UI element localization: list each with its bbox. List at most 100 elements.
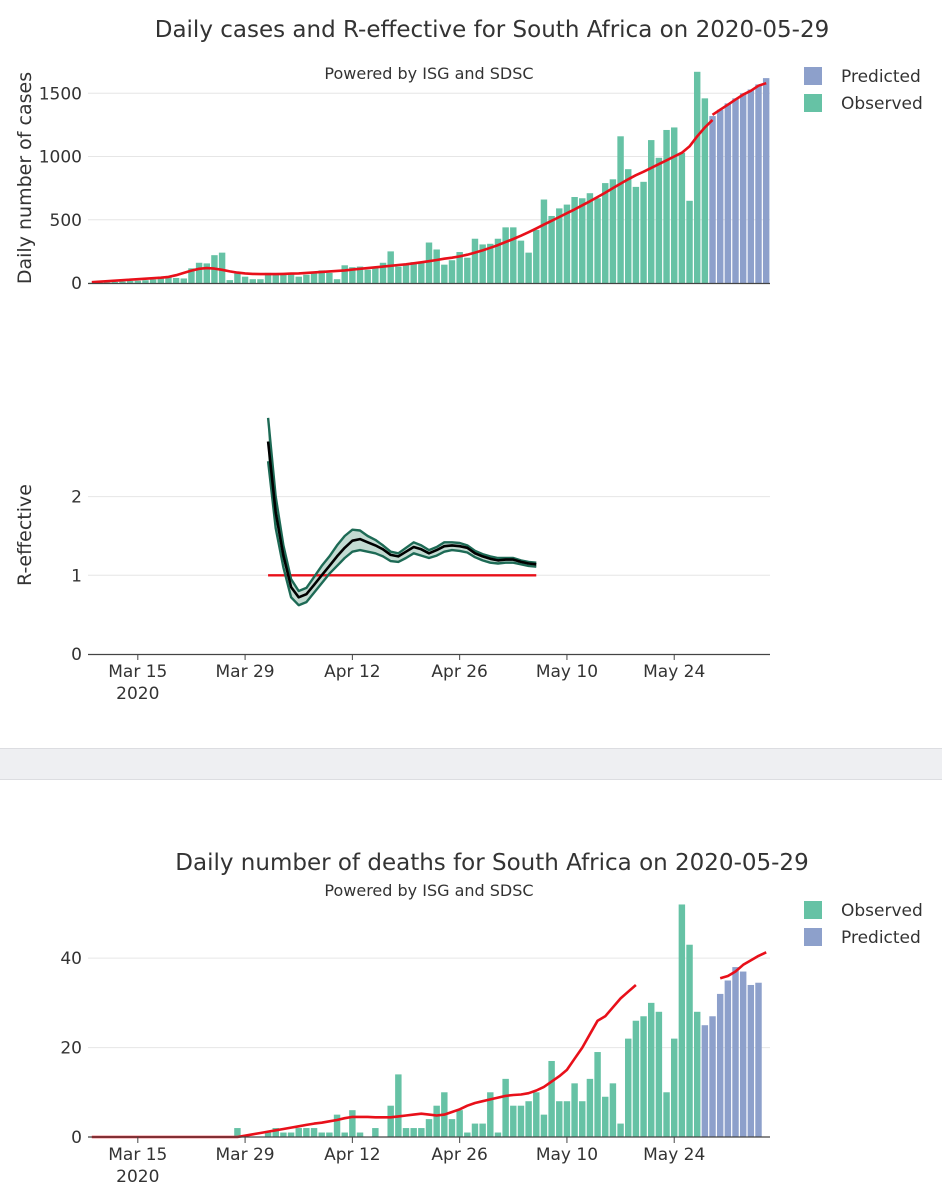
legend-swatch-observed-deaths[interactable]	[804, 901, 822, 919]
observed-case-bar	[579, 198, 585, 283]
observed-case-bar	[296, 277, 302, 283]
observed-case-bar	[364, 270, 370, 283]
observed-case-bar	[341, 265, 347, 283]
deaths-y-tick-label: 0	[71, 1128, 82, 1148]
observed-death-bar	[418, 1128, 424, 1137]
observed-death-bar	[679, 904, 685, 1137]
observed-death-bar	[403, 1128, 409, 1137]
predicted-case-bar	[748, 90, 754, 284]
observed-case-bar	[617, 136, 623, 283]
cases-y-tick-label: 1500	[39, 84, 82, 104]
cases-y-tick-label: 0	[71, 274, 82, 294]
observed-case-bar	[533, 230, 539, 283]
observed-case-bar	[326, 273, 332, 283]
observed-death-bar	[479, 1124, 485, 1137]
observed-death-bar	[518, 1106, 524, 1137]
observed-case-bar	[150, 279, 156, 283]
observed-death-bar	[656, 1012, 662, 1137]
reff-y-tick-label: 0	[71, 645, 82, 665]
legend-swatch-predicted[interactable]	[804, 67, 822, 85]
observed-case-bar	[449, 260, 455, 283]
predicted-case-bar	[732, 98, 738, 283]
predicted-case-bar	[763, 78, 769, 283]
observed-case-bar	[196, 263, 202, 283]
legend-label-predicted-deaths[interactable]: Predicted	[841, 928, 921, 948]
observed-death-bar	[433, 1106, 439, 1137]
deaths-x-tick-year: 2020	[116, 1167, 159, 1187]
reff-x-tick-label: May 24	[643, 662, 705, 682]
legend-label-observed-deaths[interactable]: Observed	[841, 901, 923, 921]
observed-death-bar	[303, 1128, 309, 1137]
observed-case-bar	[158, 279, 164, 283]
observed-death-bar	[694, 1012, 700, 1137]
observed-death-bar	[564, 1101, 570, 1137]
observed-case-bar	[395, 267, 401, 283]
predicted-case-bar	[740, 93, 746, 283]
observed-case-bar	[587, 193, 593, 283]
observed-case-bar	[250, 279, 256, 283]
deaths-x-tick-label: May 10	[536, 1145, 598, 1165]
predicted-death-bar	[748, 985, 754, 1137]
observed-case-bar	[372, 267, 378, 283]
observed-case-bar	[410, 262, 416, 283]
observed-case-bar	[594, 198, 600, 283]
legend-label-predicted[interactable]: Predicted	[841, 67, 921, 87]
panel-divider	[0, 748, 942, 780]
observed-death-bar	[548, 1061, 554, 1137]
observed-death-bar	[349, 1110, 355, 1137]
observed-case-bar	[135, 281, 141, 283]
observed-death-bar	[449, 1119, 455, 1137]
legend-swatch-observed[interactable]	[804, 94, 822, 112]
cases-legend[interactable]: Predicted Observed	[804, 67, 923, 114]
observed-case-bar	[181, 278, 187, 283]
predicted-death-bar	[702, 1025, 708, 1137]
predicted-case-bar	[717, 110, 723, 283]
reff-x-tick-label: Apr 26	[431, 662, 487, 682]
deaths-x-tick-label: May 24	[643, 1145, 705, 1165]
observed-death-bar	[571, 1083, 577, 1137]
observed-death-bar	[464, 1133, 470, 1137]
reff-x-tick-label: Apr 12	[324, 662, 380, 682]
predicted-death-bar	[755, 983, 761, 1137]
predicted-death-bar	[709, 1016, 715, 1137]
observed-case-bar	[541, 200, 547, 283]
observed-death-bar	[296, 1128, 302, 1137]
observed-death-bar	[426, 1119, 432, 1137]
legend-label-observed[interactable]: Observed	[841, 94, 923, 114]
reff-x-tick-label: May 10	[536, 662, 598, 682]
observed-case-bar	[602, 183, 608, 283]
observed-death-bar	[372, 1128, 378, 1137]
observed-death-bar	[280, 1133, 286, 1137]
observed-case-bar	[502, 227, 508, 283]
observed-death-bar	[410, 1128, 416, 1137]
observed-death-bar	[387, 1106, 393, 1137]
reff-y-ticks: 012	[71, 488, 82, 665]
reff-plot-area	[268, 418, 536, 605]
observed-case-bar	[648, 140, 654, 283]
observed-case-bar	[142, 280, 148, 283]
observed-death-bar	[357, 1133, 363, 1137]
cases-y-tick-label: 500	[50, 211, 82, 231]
observed-death-bar	[594, 1052, 600, 1137]
observed-death-bar	[288, 1133, 294, 1137]
observed-death-bar	[686, 945, 692, 1137]
predicted-death-bar	[725, 980, 731, 1137]
observed-death-bar	[311, 1128, 317, 1137]
predicted-death-bar	[732, 967, 738, 1137]
observed-death-bar	[456, 1110, 462, 1137]
observed-case-bar	[633, 187, 639, 283]
observed-case-bar	[219, 253, 225, 283]
cases-y-tick-label: 1000	[39, 148, 82, 168]
predicted-case-bar	[709, 116, 715, 283]
predicted-death-bar	[717, 994, 723, 1137]
observed-case-bar	[119, 281, 125, 283]
observed-case-bar	[441, 265, 447, 283]
legend-swatch-predicted-deaths[interactable]	[804, 928, 822, 946]
observed-death-bar	[341, 1133, 347, 1137]
deaths-x-tick-label: Mar 15	[108, 1145, 167, 1165]
deaths-legend[interactable]: Observed Predicted	[804, 901, 923, 948]
deaths-x-tick-label: Mar 29	[216, 1145, 275, 1165]
